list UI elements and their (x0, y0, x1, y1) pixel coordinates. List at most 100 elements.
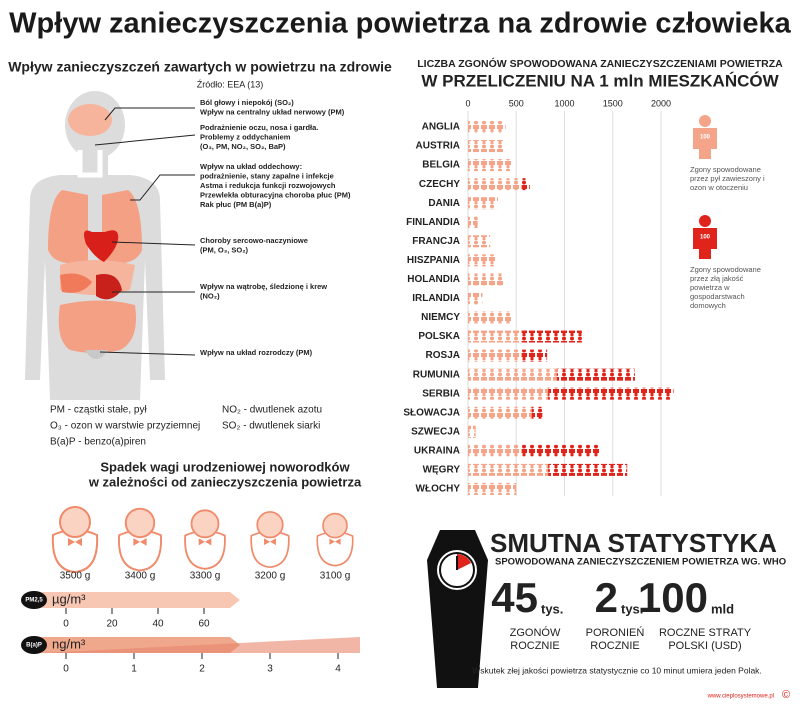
bar (468, 349, 523, 362)
bar (468, 368, 557, 381)
abbreviation: PM - cząstki stałe, pył (50, 405, 147, 416)
scale-tick-label: 0 (63, 664, 69, 675)
scale-unit: µg/m³ (52, 591, 86, 606)
stats-note: Wskutek złej jakości powietrza statystyc… (472, 665, 762, 675)
legend-label: Zgony spowodowane przez złą jakość powietr… (690, 265, 761, 310)
bar (468, 425, 476, 438)
category-label: NIEMCY (421, 312, 460, 323)
effect-text: Wpływ na układ oddechowy: (200, 162, 302, 171)
category-label: IRLANDIA (412, 293, 460, 304)
bar (468, 254, 496, 267)
source: Źródło: EEA (13) (197, 79, 264, 89)
effect-text: Wpływ na wątrobę, śledzionę i krew (200, 282, 327, 291)
bar (468, 159, 513, 172)
legend-head (699, 215, 711, 227)
bar (468, 292, 483, 305)
bar (548, 387, 674, 400)
category-label: WĘGRY (423, 465, 461, 476)
stat-unit: mld (711, 601, 734, 616)
effect-text: (O₃, PM, NO₂, SO₂, BaP) (200, 142, 286, 151)
bar (468, 444, 523, 457)
effect-text: (NO₂) (200, 291, 220, 300)
effect-text: Ból głowy i niepokój (SO₂) (200, 98, 294, 107)
bar (468, 197, 498, 210)
category-label: FINLANDIA (406, 217, 460, 228)
bar (468, 387, 549, 400)
abbreviation: B(a)P - benzo(a)piren (50, 437, 146, 448)
bar (548, 463, 628, 476)
weight-label: 3500 g (60, 571, 91, 582)
scale-bar (40, 592, 240, 608)
scale-unit: ng/m³ (52, 636, 86, 651)
category-label: FRANCJA (412, 236, 460, 247)
effect-text: Astma i redukcja funkcji rozwojowych (200, 181, 336, 190)
category-label: RUMUNIA (413, 369, 460, 380)
bar (522, 178, 530, 191)
scale-badge-text: B(a)P (26, 643, 42, 649)
abbreviation: O₃ - ozon w warstwie przyziemnej (50, 421, 200, 432)
effect-text: (PM, O₃, SO₂) (200, 245, 249, 254)
stat-label: POLSKI (USD) (668, 640, 741, 652)
bar (468, 178, 523, 191)
scale-bar-end (40, 637, 360, 653)
bar (468, 406, 532, 419)
baby-bow (264, 538, 276, 546)
legend-head (699, 115, 711, 127)
chart-subtitle: W PRZELICZENIU NA 1 mln MIESZKAŃCÓW (421, 71, 779, 90)
category-label: HISZPANIA (407, 255, 460, 266)
x-tick-label: 1500 (603, 98, 623, 108)
x-tick-label: 0 (465, 98, 470, 108)
category-label: BELGIA (422, 160, 460, 171)
stats-subtitle: SPOWODOWANA ZANIECZYSZCZENIEM POWIETRZA … (495, 557, 786, 568)
scale-tick-label: 0 (63, 619, 69, 630)
effect-text: Podrażnienie oczu, nosa i gardła. (200, 123, 318, 132)
scale-tick-label: 60 (198, 619, 210, 630)
baby-icon (51, 506, 99, 574)
baby-icon (184, 509, 226, 570)
legend-body (693, 128, 717, 159)
baby-head (59, 506, 91, 538)
category-label: HOLANDIA (407, 274, 460, 285)
baby-bow (133, 538, 147, 546)
bar (468, 273, 505, 286)
scale-tick-label: 40 (152, 619, 164, 630)
scale-tick-label: 1 (131, 664, 137, 675)
footer-copyright: © (782, 689, 790, 701)
stat-value: 2 (595, 574, 618, 621)
panel-title: Wpływ zanieczyszczeń zawartych w powietr… (8, 59, 392, 75)
category-label: ANGLIA (422, 122, 460, 133)
category-label: AUSTRIA (416, 141, 460, 152)
effect-text: podrażnienie, stany zapalne i infekcje (200, 171, 334, 180)
category-label: SŁOWACJA (403, 407, 460, 418)
weight-label: 3400 g (125, 571, 156, 582)
scale-tick-label: 4 (335, 664, 341, 675)
bar (531, 406, 543, 419)
effect-text: Przewlekła obturacyjna choroba płuc (PM) (200, 190, 351, 199)
x-tick-label: 1000 (554, 98, 574, 108)
body-figure (25, 91, 196, 400)
effect-text: Wpływ na centralny układ nerwowy (PM) (200, 107, 345, 116)
baby-icon (118, 507, 162, 572)
legend-icon-label: 100 (700, 135, 711, 141)
effect-text: Wpływ na układ rozrodczy (PM) (200, 348, 313, 357)
category-label: SZWECJA (411, 426, 460, 437)
scale-tick-label: 2 (199, 664, 205, 675)
weight-label: 3200 g (255, 571, 286, 582)
coffin-icon (427, 530, 488, 688)
baby-icon (250, 511, 290, 569)
bar (522, 349, 548, 362)
section-title: Spadek wagi urodzeniowej noworodków (100, 459, 350, 474)
stat-label: ROCZNE STRATY (659, 627, 752, 639)
bar (522, 330, 582, 343)
page-title: Wpływ zanieczyszczenia powietrza na zdro… (9, 8, 791, 40)
scale-badge (21, 636, 47, 654)
weight-label: 3100 g (320, 571, 351, 582)
legend-icon (693, 215, 717, 259)
category-label: CZECHY (419, 179, 460, 190)
stat-value: 100 (638, 574, 708, 621)
bar (468, 330, 523, 343)
legend-icon (693, 115, 717, 159)
scale-badge-text: PM2,5 (25, 598, 43, 604)
bar (522, 444, 601, 457)
x-tick-label: 2000 (651, 98, 671, 108)
